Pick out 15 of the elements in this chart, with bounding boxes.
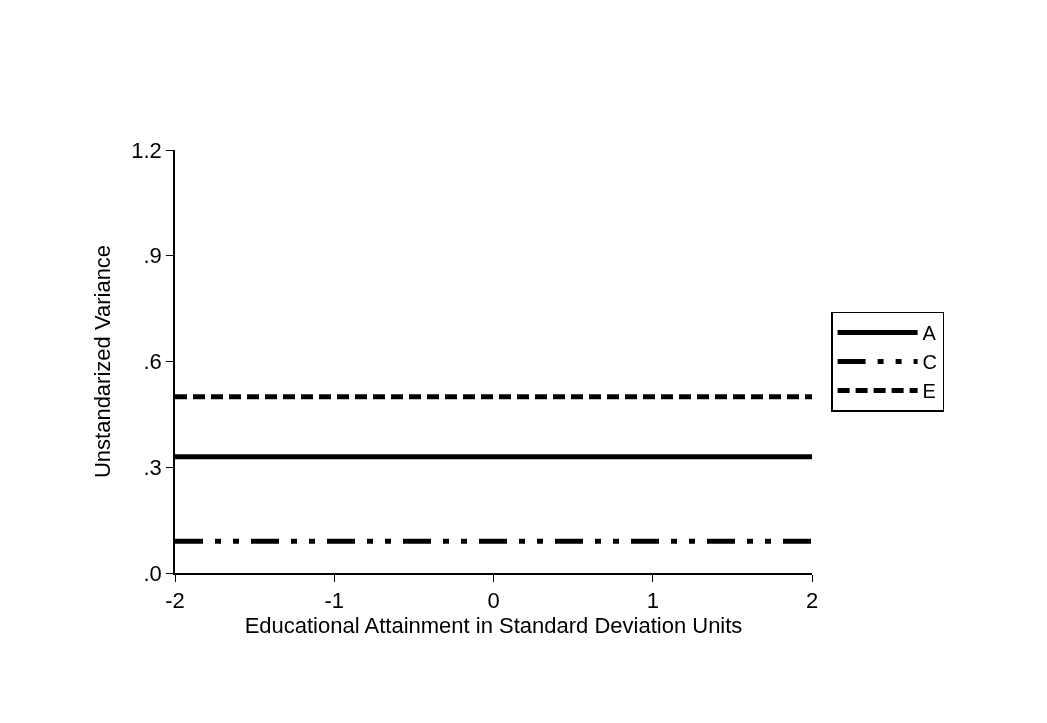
x-axis-title: Educational Attainment in Standard Deviation Units [244,613,743,639]
x-tick-label: 1 [646,588,659,614]
y-tick-label: .0 [143,560,162,586]
y-tick-label: .9 [143,243,162,269]
x-tick-label: 0 [487,588,500,614]
legend-label: A [922,322,937,345]
x-tick-label: -2 [165,588,185,614]
y-tick-label: .3 [143,454,162,480]
y-tick-label: .6 [143,349,162,375]
x-tick-label: -1 [324,588,345,614]
legend-label: E [922,380,936,403]
legend-label: C [922,351,938,374]
y-tick-label: 1.2 [131,137,162,163]
x-tick-label: 2 [805,588,819,614]
y-axis-title: Unstandarized Variance [89,244,115,479]
